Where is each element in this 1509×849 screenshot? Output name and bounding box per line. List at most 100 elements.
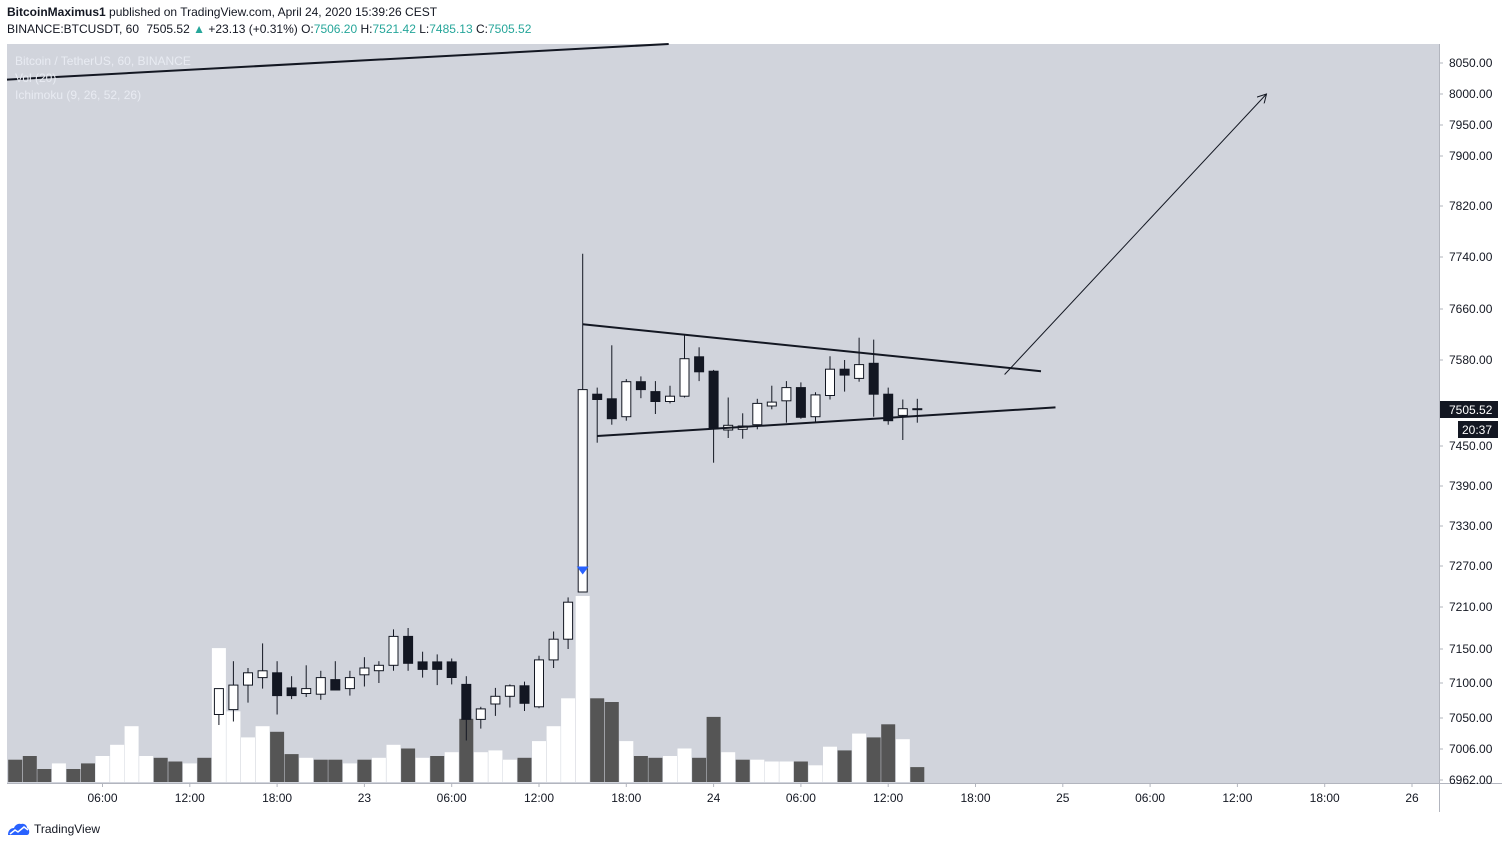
candle [606, 345, 617, 425]
candle [519, 681, 530, 711]
time-tick-label: 18:00 [960, 791, 990, 805]
price-tick-label: 7050.00 [1449, 711, 1493, 725]
candle-body [243, 672, 253, 686]
up-arrow-icon: ▲ [193, 22, 205, 36]
time-tick-label: 06:00 [1135, 791, 1165, 805]
candle [373, 661, 384, 683]
volume-bar [837, 750, 852, 782]
candle-body [432, 661, 443, 670]
open-label: O: [301, 22, 314, 36]
drawings[interactable] [6, 43, 1267, 575]
publish-info: BitcoinMaximus1 published on TradingView… [7, 5, 437, 19]
volume-bar [299, 757, 314, 782]
candle [243, 668, 253, 703]
volume-bar [590, 698, 605, 782]
volume-bar [386, 744, 401, 782]
price-tick-label: 7820.00 [1449, 199, 1493, 213]
candle-body [490, 695, 501, 705]
breakout-arrow[interactable] [1004, 94, 1267, 375]
candle [810, 392, 821, 422]
candle [257, 643, 268, 689]
price-tick-label: 6962.00 [1449, 773, 1493, 787]
candle-body [534, 659, 544, 708]
candle [897, 399, 908, 440]
price-tick-label: 7660.00 [1449, 302, 1493, 316]
candle-body [708, 370, 719, 430]
symbol-label: BINANCE:BTCUSDT, 60 [7, 22, 140, 36]
price-axis-labels: 6962.00 7006.00 7050.00 7100.00 7150.00 7210.… [1439, 56, 1493, 787]
volume-bar [81, 763, 95, 782]
candle-body [330, 679, 341, 691]
last-price-tag-bg [1440, 401, 1498, 418]
last-price: 7505.52 [146, 22, 190, 36]
time-tick-label: 12:00 [175, 791, 205, 805]
candle [679, 334, 690, 398]
triangle-lower-line[interactable] [597, 406, 1056, 437]
price-tick-label: 7270.00 [1449, 559, 1493, 573]
volume-bar [866, 737, 881, 782]
author-name[interactable]: BitcoinMaximus1 [7, 5, 106, 19]
time-tick-label: 12:00 [1222, 791, 1252, 805]
ohlc-header: BINANCE:BTCUSDT, 60 7505.52 ▲ +23.13 (+0… [7, 22, 531, 36]
volume-bar [270, 731, 285, 782]
volume-bar [706, 716, 721, 782]
volume-bar [721, 752, 736, 782]
legend-ichimoku[interactable]: Ichimoku (9, 26, 52, 26) [15, 88, 142, 102]
volume-bar [430, 756, 445, 782]
time-tick-label: 18:00 [611, 791, 641, 805]
price-tick-label: 8050.00 [1449, 56, 1493, 70]
time-tick-label: 06:00 [786, 791, 816, 805]
volume-bar [473, 752, 488, 782]
countdown-tag-text: 20:37 [1462, 423, 1492, 437]
volume-bar [342, 763, 357, 782]
candle [359, 657, 370, 687]
candle [475, 706, 486, 729]
candle [839, 360, 850, 392]
volume-bar [22, 756, 37, 782]
high-value: 7521.42 [372, 22, 416, 36]
time-tick-label: 23 [358, 791, 372, 805]
volume-bar [444, 752, 459, 782]
time-tick-label: 18:00 [1310, 791, 1340, 805]
candle-body [825, 368, 835, 397]
time-axis[interactable] [7, 783, 1439, 812]
candle [752, 398, 763, 430]
price-tick-label: 7210.00 [1449, 600, 1493, 614]
volume-bar [8, 759, 23, 782]
volume-bar [502, 759, 517, 782]
candle-body [839, 368, 850, 376]
candle [621, 379, 632, 421]
candle [301, 665, 312, 697]
volume-bar [648, 757, 663, 782]
volume-bar [633, 756, 648, 782]
candlestick-series [213, 253, 923, 741]
plot-area[interactable] [7, 44, 1439, 783]
candle [534, 655, 544, 709]
candle [504, 684, 515, 708]
candle [665, 385, 675, 404]
tradingview-logo-icon [8, 823, 30, 835]
volume-bar [881, 724, 896, 782]
candle-body [810, 394, 821, 418]
candle-body [592, 393, 603, 401]
volume-bar [284, 754, 299, 782]
upper-trendline[interactable] [6, 43, 669, 81]
candle-body [912, 408, 923, 411]
volume-bar [313, 759, 328, 782]
price-tick-label: 7950.00 [1449, 118, 1493, 132]
time-tick-label: 06:00 [437, 791, 467, 805]
candle-body [650, 391, 661, 403]
candle-body [388, 635, 399, 666]
triangle-upper-line[interactable] [582, 323, 1042, 373]
legend-title[interactable]: Bitcoin / TetherUS, 60, BINANCE [15, 54, 191, 68]
candle-body [606, 398, 617, 420]
volume-bar [735, 759, 750, 782]
tradingview-brand[interactable]: TradingView [7, 822, 100, 836]
legend-volume[interactable]: Vol (20) [15, 71, 57, 85]
candle-body [665, 395, 675, 403]
published-text: published on TradingView.com, April 24, … [109, 5, 438, 19]
time-tick-label: 06:00 [87, 791, 117, 805]
volume-bar [168, 761, 183, 782]
volume-bar [153, 757, 168, 782]
